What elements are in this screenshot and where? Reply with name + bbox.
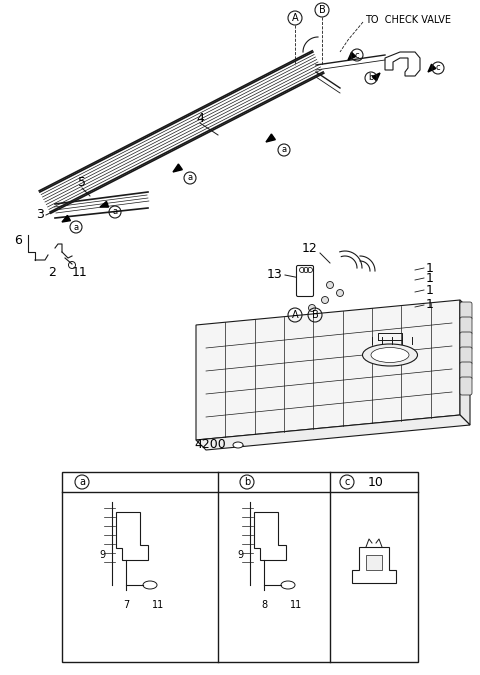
Text: 11: 11 bbox=[290, 600, 302, 610]
Polygon shape bbox=[460, 300, 470, 425]
Text: 8: 8 bbox=[261, 600, 267, 610]
Text: a: a bbox=[187, 173, 192, 182]
Text: 11: 11 bbox=[72, 265, 88, 279]
Text: b: b bbox=[244, 477, 250, 487]
Ellipse shape bbox=[371, 348, 409, 362]
FancyBboxPatch shape bbox=[297, 265, 313, 296]
Polygon shape bbox=[196, 415, 470, 450]
Text: c: c bbox=[344, 477, 350, 487]
Polygon shape bbox=[366, 555, 382, 570]
Text: a: a bbox=[281, 146, 287, 155]
Polygon shape bbox=[196, 300, 460, 440]
Circle shape bbox=[322, 296, 328, 304]
Text: a: a bbox=[79, 477, 85, 487]
Polygon shape bbox=[372, 73, 380, 81]
Text: 1: 1 bbox=[426, 261, 434, 275]
Text: 1: 1 bbox=[426, 271, 434, 284]
Text: 1: 1 bbox=[426, 284, 434, 296]
Polygon shape bbox=[100, 201, 108, 207]
Text: 4200: 4200 bbox=[194, 439, 226, 452]
Polygon shape bbox=[348, 52, 356, 60]
Text: 10: 10 bbox=[368, 475, 384, 489]
Text: B: B bbox=[312, 310, 318, 320]
Polygon shape bbox=[116, 512, 148, 560]
Circle shape bbox=[336, 290, 344, 296]
Bar bbox=[62, 472, 418, 662]
Polygon shape bbox=[266, 134, 276, 142]
Polygon shape bbox=[352, 547, 396, 583]
Text: 1: 1 bbox=[426, 298, 434, 311]
Text: B: B bbox=[319, 5, 325, 15]
FancyBboxPatch shape bbox=[460, 332, 472, 350]
Circle shape bbox=[326, 281, 334, 288]
Text: c: c bbox=[436, 63, 440, 72]
Text: a: a bbox=[73, 223, 79, 232]
Polygon shape bbox=[173, 164, 182, 172]
Ellipse shape bbox=[362, 344, 418, 366]
Polygon shape bbox=[62, 215, 71, 222]
Text: 13: 13 bbox=[267, 269, 283, 281]
FancyBboxPatch shape bbox=[460, 377, 472, 395]
Polygon shape bbox=[254, 512, 286, 560]
Ellipse shape bbox=[143, 581, 157, 589]
FancyBboxPatch shape bbox=[460, 362, 472, 380]
FancyBboxPatch shape bbox=[460, 302, 472, 320]
Ellipse shape bbox=[281, 581, 295, 589]
Text: 5: 5 bbox=[78, 176, 86, 190]
Text: TO  CHECK VALVE: TO CHECK VALVE bbox=[365, 15, 451, 25]
Polygon shape bbox=[428, 64, 436, 72]
Text: 11: 11 bbox=[152, 600, 164, 610]
Text: c: c bbox=[355, 51, 360, 59]
Ellipse shape bbox=[233, 442, 243, 448]
Text: A: A bbox=[292, 310, 298, 320]
Text: a: a bbox=[112, 207, 118, 217]
Polygon shape bbox=[385, 52, 420, 76]
Text: 3: 3 bbox=[36, 209, 44, 221]
Text: 9: 9 bbox=[99, 550, 105, 560]
Text: 7: 7 bbox=[123, 600, 129, 610]
FancyBboxPatch shape bbox=[460, 347, 472, 365]
FancyBboxPatch shape bbox=[460, 317, 472, 335]
Text: A: A bbox=[292, 13, 298, 23]
Circle shape bbox=[309, 304, 315, 311]
Text: 2: 2 bbox=[48, 265, 56, 279]
Text: b: b bbox=[368, 74, 374, 82]
Text: 9: 9 bbox=[237, 550, 243, 560]
Text: 4: 4 bbox=[196, 111, 204, 124]
Text: 12: 12 bbox=[302, 242, 318, 254]
Text: 6: 6 bbox=[14, 234, 22, 246]
